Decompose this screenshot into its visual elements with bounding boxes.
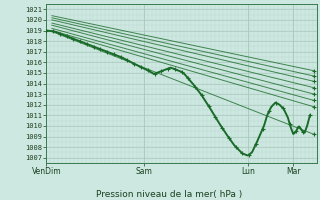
Text: Pression niveau de la mer( hPa ): Pression niveau de la mer( hPa ) bbox=[96, 190, 243, 199]
